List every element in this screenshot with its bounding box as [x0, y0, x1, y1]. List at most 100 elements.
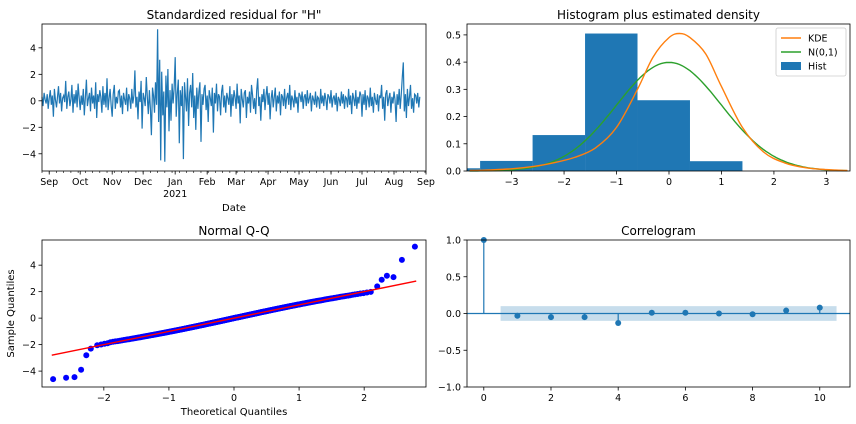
x-tick-label: 2: [548, 393, 554, 404]
y-tick-label: 0: [30, 314, 36, 325]
x-tick-label: 1: [296, 393, 302, 404]
x-tick-label: May: [289, 177, 309, 188]
x-axis-label: Theoretical Quantiles: [180, 407, 288, 418]
x-tick-label: 0: [481, 393, 487, 404]
y-tick-label: −2: [22, 123, 36, 134]
x-tick-label: Sep: [417, 177, 435, 188]
x-tick-label: 2: [771, 177, 777, 188]
qq-point: [411, 243, 418, 250]
y-tick-label: 0.5: [446, 30, 461, 41]
y-tick-label: −4: [22, 149, 36, 160]
y-tick-label: 0: [30, 96, 36, 107]
histogram-frame: [466, 23, 851, 172]
y-tick-label: −1.0: [438, 383, 461, 394]
residual-frame: [41, 23, 427, 172]
correlogram-panel: 0 2 4 6 8 10 −1.0 −0.5 0.0 0.5 1.0 Correlogram: [438, 224, 851, 404]
y-tick-label: 1.0: [446, 236, 461, 247]
hist-bar: [480, 160, 533, 171]
qq-point: [71, 374, 78, 381]
y-tick-label: −2: [22, 340, 36, 351]
x-tick-label: Jun: [323, 177, 339, 188]
y-tick-label: 4: [30, 43, 36, 54]
panel-title: Correlogram: [621, 224, 696, 238]
acf-point: [615, 320, 622, 327]
x-tick-label: Sep: [40, 177, 58, 188]
qq-point: [78, 366, 85, 373]
panel-title: Standardized residual for "H": [147, 8, 322, 22]
x-tick-label: Nov: [103, 177, 122, 188]
x-tick-label: 10: [814, 393, 826, 404]
x-tick-label: 2: [361, 393, 367, 404]
acf-point: [547, 314, 554, 321]
qq-point: [390, 274, 397, 281]
qq-point: [83, 352, 90, 359]
hist-bar: [637, 100, 690, 171]
x-tick-label: 4: [615, 393, 621, 404]
y-tick-label: 0.2: [446, 112, 461, 123]
x-tick-label: 6: [682, 393, 688, 404]
qq-point: [398, 256, 405, 263]
x-tick-label: Apr: [260, 177, 277, 188]
hist-bar: [585, 33, 638, 172]
residual-line: [41, 29, 421, 162]
x-tick-label: −1: [610, 177, 624, 188]
x-tick-label: Aug: [385, 177, 404, 188]
correlogram-frame: [466, 239, 851, 388]
x-tick-label: 0: [231, 393, 237, 404]
y-tick-label: 0.3: [446, 85, 461, 96]
y-axis-label: Sample Quantiles: [6, 269, 17, 357]
x-tick-label: −1: [162, 393, 176, 404]
x-tick-sublabel: 2021: [163, 189, 187, 200]
x-tick-label: −2: [557, 177, 571, 188]
qq-point: [378, 276, 385, 283]
hist-bar: [689, 161, 743, 171]
legend: KDE N(0,1) Hist: [775, 27, 847, 77]
legend-label: Hist: [808, 62, 827, 73]
x-tick-label: Oct: [72, 177, 89, 188]
qq-point: [383, 272, 390, 279]
x-axis-label: Date: [222, 203, 246, 214]
y-tick-label: 0.4: [446, 58, 461, 69]
y-tick-label: 0.0: [446, 309, 461, 320]
acf-point: [648, 309, 655, 316]
qq-point: [374, 283, 381, 290]
acf-point: [715, 310, 722, 317]
panel-title: Normal Q-Q: [198, 224, 269, 238]
y-tick-label: 0.5: [446, 272, 461, 283]
x-tick-label: 1: [718, 177, 724, 188]
hist-bar: [467, 168, 481, 171]
x-tick-label: 8: [750, 393, 756, 404]
x-tick-label: Dec: [134, 177, 152, 188]
qq-point: [63, 374, 70, 381]
qq-panel: −2 −1 0 1 2 −4 −2 0 2 4 Normal Q-Q Theoretical Quan…: [6, 224, 427, 418]
acf-point: [514, 312, 521, 319]
y-tick-label: −0.5: [438, 346, 461, 357]
acf-point: [783, 307, 790, 314]
qq-point: [50, 376, 57, 383]
qq-reference-line: [51, 280, 417, 356]
histogram-panel: −3 −2 −1 0 1 2 3 0.0 0.1 0.2 0.3 0.4 0.5 Histogram pl…: [446, 8, 851, 188]
y-tick-label: 0.1: [446, 139, 461, 150]
x-tick-label: −2: [97, 393, 111, 404]
y-tick-label: 0.0: [446, 167, 461, 178]
y-tick-label: 2: [30, 287, 36, 298]
x-tick-label: Mar: [227, 177, 245, 188]
qq-frame: [41, 239, 427, 388]
x-tick-label: Feb: [199, 177, 216, 188]
x-tick-label: −3: [505, 177, 519, 188]
acf-point: [816, 304, 823, 311]
acf-point: [749, 311, 756, 318]
acf-point: [581, 314, 588, 321]
legend-label: KDE: [808, 34, 828, 45]
x-tick-label: 0: [666, 177, 672, 188]
x-tick-label: Jan: [167, 177, 183, 188]
y-tick-label: 2: [30, 70, 36, 81]
y-tick-label: 4: [30, 261, 36, 272]
legend-label: N(0,1): [808, 48, 838, 59]
x-tick-label: 3: [823, 177, 829, 188]
acf-point: [682, 309, 689, 316]
x-tick-label: Jul: [355, 177, 367, 188]
y-tick-label: −4: [22, 367, 36, 378]
